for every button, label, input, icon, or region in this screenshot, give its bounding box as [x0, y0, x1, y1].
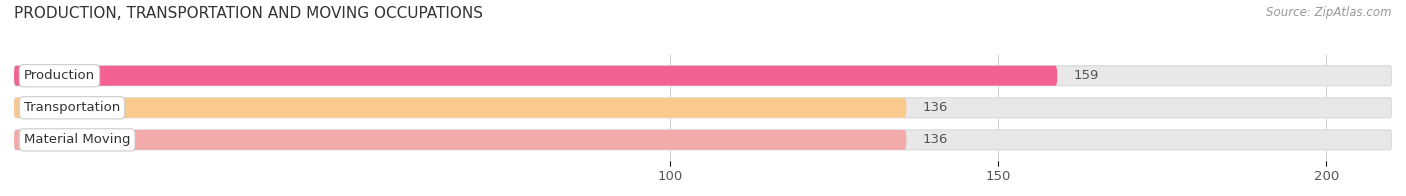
- Text: 159: 159: [1074, 69, 1099, 82]
- FancyBboxPatch shape: [14, 66, 1392, 86]
- FancyBboxPatch shape: [14, 98, 907, 118]
- FancyBboxPatch shape: [14, 66, 1057, 86]
- Text: Source: ZipAtlas.com: Source: ZipAtlas.com: [1267, 6, 1392, 19]
- FancyBboxPatch shape: [14, 130, 907, 150]
- FancyBboxPatch shape: [14, 98, 1392, 118]
- Text: 136: 136: [922, 101, 948, 114]
- Text: 136: 136: [922, 133, 948, 146]
- FancyBboxPatch shape: [14, 130, 1392, 150]
- Text: Production: Production: [24, 69, 96, 82]
- Text: Material Moving: Material Moving: [24, 133, 131, 146]
- Text: PRODUCTION, TRANSPORTATION AND MOVING OCCUPATIONS: PRODUCTION, TRANSPORTATION AND MOVING OC…: [14, 6, 484, 21]
- Text: Transportation: Transportation: [24, 101, 120, 114]
